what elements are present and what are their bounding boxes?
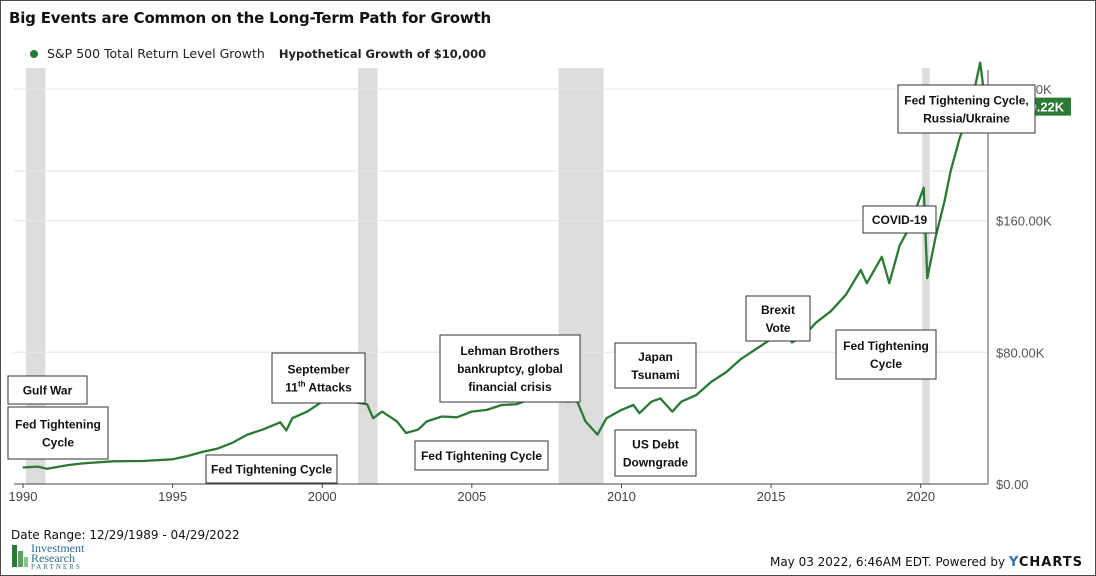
annotation-box-border [614, 342, 697, 389]
y-tick-label: $80.00K [996, 345, 1045, 360]
ycharts-brand-y: Y [1008, 555, 1019, 570]
legend-dot-icon [30, 49, 38, 58]
y-tick-label: $160.00K [996, 214, 1052, 229]
annotation-box-2: Fed Tightening Cycle [205, 454, 338, 484]
footer-timestamp: May 03 2022, 6:46AM EDT. Powered by [769, 555, 1006, 569]
annotation-text: Japan [638, 350, 673, 364]
annotation-text: financial crisis [468, 380, 552, 394]
annotation-box-10: COVID-19 [862, 205, 937, 234]
annotation-box-11: Fed Tightening Cycle, Russia/Ukraine [897, 84, 1036, 134]
annotation-box-border [439, 334, 581, 403]
annotation-text: Fed Tightening Cycle, [904, 94, 1028, 108]
annotation-box-border [414, 440, 549, 471]
annotation-text: US Debt [632, 438, 679, 452]
grid-lines [14, 88, 988, 485]
annotation-box-3: September 11th Attacks [271, 352, 366, 404]
annotation-text: Fed Tightening [15, 418, 101, 432]
shaded-period-3 [922, 68, 930, 484]
annotation-box-border [7, 406, 109, 460]
shaded-period-1 [358, 68, 378, 484]
x-tick-label: 2010 [607, 489, 636, 504]
annotation-box-border [271, 352, 366, 404]
legend[interactable]: S&P 500 Total Return Level Growth Hypoth… [30, 46, 486, 61]
logo-line2: Research [31, 551, 75, 565]
shaded-period-2 [558, 68, 604, 484]
y-tick-label: $0.00 [996, 477, 1029, 492]
x-tick-label: 2000 [308, 489, 337, 504]
annotation-text: Gulf War [23, 384, 73, 398]
annotation-box-0: Gulf War [7, 375, 88, 405]
annotation-text: COVID-19 [872, 213, 928, 227]
y-axis: $0.00$80.00K$160.00K$240.00K [996, 82, 1052, 492]
annotation-box-border [205, 454, 338, 484]
annotation-text: Vote [765, 321, 790, 335]
annotation-box-border [897, 84, 1036, 134]
annotation-box-5: Lehman Brothers bankruptcy, global financi… [439, 334, 581, 403]
annotation-text: Fed Tightening [843, 339, 929, 353]
annotation-text: Cycle [870, 357, 902, 371]
x-axis: 1990 1995 2000 2005 2010 2015 2020 [9, 70, 989, 504]
annotation-text: Fed Tightening Cycle [421, 449, 542, 463]
annotation-text: 11th Attacks [285, 380, 352, 395]
annotation-box-1: Fed Tightening Cycle [7, 406, 109, 460]
footer: May 03 2022, 6:46AM EDT. Powered by YCHA… [770, 555, 1083, 570]
annotation-text: Downgrade [623, 456, 689, 470]
legend-subtitle: Hypothetical Growth of $10,000 [278, 46, 487, 61]
logo-line3: PARTNERS [31, 563, 82, 571]
x-tick-label: 2015 [757, 489, 786, 504]
legend-series-label: S&P 500 Total Return Level Growth [47, 46, 265, 61]
annotation-box-border [835, 329, 937, 380]
x-tick-label: 2005 [457, 489, 486, 504]
logo-line1: Investment [31, 541, 85, 555]
date-range: Date Range: 12/29/1989 - 04/29/2022 [11, 528, 240, 542]
annotation-text: September [287, 363, 349, 377]
chart-title: Big Events are Common on the Long-Term P… [9, 9, 491, 27]
logo-mark-icon [12, 545, 28, 567]
annotation-text: Fed Tightening Cycle [211, 463, 332, 477]
annotation-text: bankruptcy, global [457, 362, 563, 376]
annotation-text: Brexit [761, 303, 795, 317]
series-line-sp500 [22, 61, 992, 470]
annotation-box-6: Japan Tsunami [614, 342, 697, 389]
annotation-text: Lehman Brothers [460, 344, 560, 358]
ycharts-brand-rest: CHARTS [1018, 555, 1083, 570]
annotation-text: Tsunami [631, 368, 679, 382]
annotation-box-4: Fed Tightening Cycle [414, 440, 549, 471]
annotation-box-border [7, 375, 88, 405]
annotation-box-9: Fed Tightening Cycle [835, 329, 937, 380]
x-tick-label: 1995 [158, 489, 187, 504]
annotation-box-border [862, 205, 937, 234]
x-tick-label: 2020 [906, 489, 935, 504]
annotation-box-border [745, 295, 811, 342]
annotation-box-7: US Debt Downgrade [614, 429, 697, 477]
annotation-text: Russia/Ukraine [923, 112, 1010, 126]
annotation-text: Cycle [42, 436, 74, 450]
annotation-box-border [614, 429, 697, 477]
investment-research-partners-logo: Investment Research PARTNERS [11, 541, 131, 571]
ycharts-brand[interactable]: YCHARTS [1009, 555, 1083, 570]
shaded-periods [25, 68, 930, 484]
annotation-box-8: Brexit Vote [745, 295, 811, 342]
x-tick-label: 1990 [9, 489, 38, 504]
